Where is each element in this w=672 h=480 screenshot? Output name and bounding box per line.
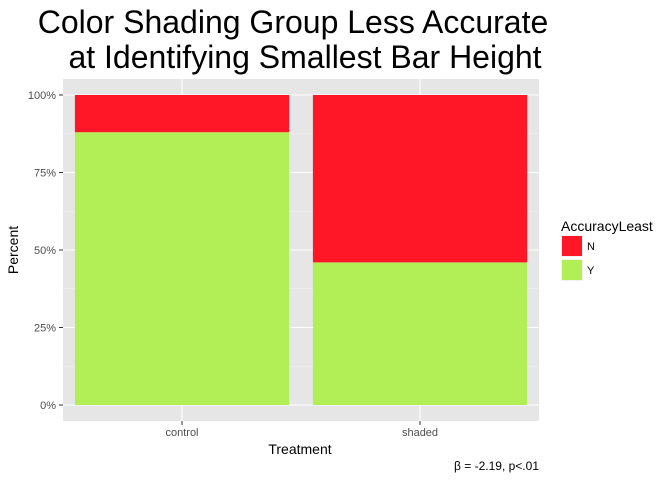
y-tick-label: 25% bbox=[34, 323, 56, 335]
bar-shaded-Y bbox=[312, 262, 528, 405]
y-tick-label: 75% bbox=[34, 168, 56, 180]
y-tick-label: 50% bbox=[34, 245, 56, 257]
y-axis-title: Percent bbox=[5, 226, 21, 274]
bar-control-Y bbox=[74, 132, 290, 405]
legend-label-Y: Y bbox=[587, 265, 595, 277]
chart-title-line-1: Color Shading Group Less Accurate bbox=[38, 4, 549, 40]
x-axis-ticks: control shaded bbox=[165, 421, 438, 439]
x-tick-label: shaded bbox=[402, 427, 438, 439]
x-tick-label: control bbox=[165, 427, 198, 439]
legend: AccuracyLeast NY bbox=[561, 218, 653, 281]
legend-label-N: N bbox=[587, 241, 595, 253]
y-tick-label: 100% bbox=[28, 90, 56, 102]
legend-swatch-N bbox=[562, 236, 582, 256]
legend-swatch-Y bbox=[562, 260, 582, 280]
x-axis-title: Treatment bbox=[268, 441, 331, 457]
y-tick-label: 0% bbox=[40, 400, 56, 412]
bar-control-N bbox=[74, 95, 290, 133]
chart-title-line-2: at Identifying Smallest Bar Height bbox=[68, 39, 541, 75]
bars bbox=[74, 95, 528, 405]
y-axis-ticks: 0% 25% 50% 75% 100% bbox=[28, 90, 63, 412]
bar-shaded-N bbox=[312, 95, 528, 263]
legend-title: AccuracyLeast bbox=[561, 218, 653, 234]
stats-caption: β = -2.19, p<.01 bbox=[454, 459, 539, 473]
